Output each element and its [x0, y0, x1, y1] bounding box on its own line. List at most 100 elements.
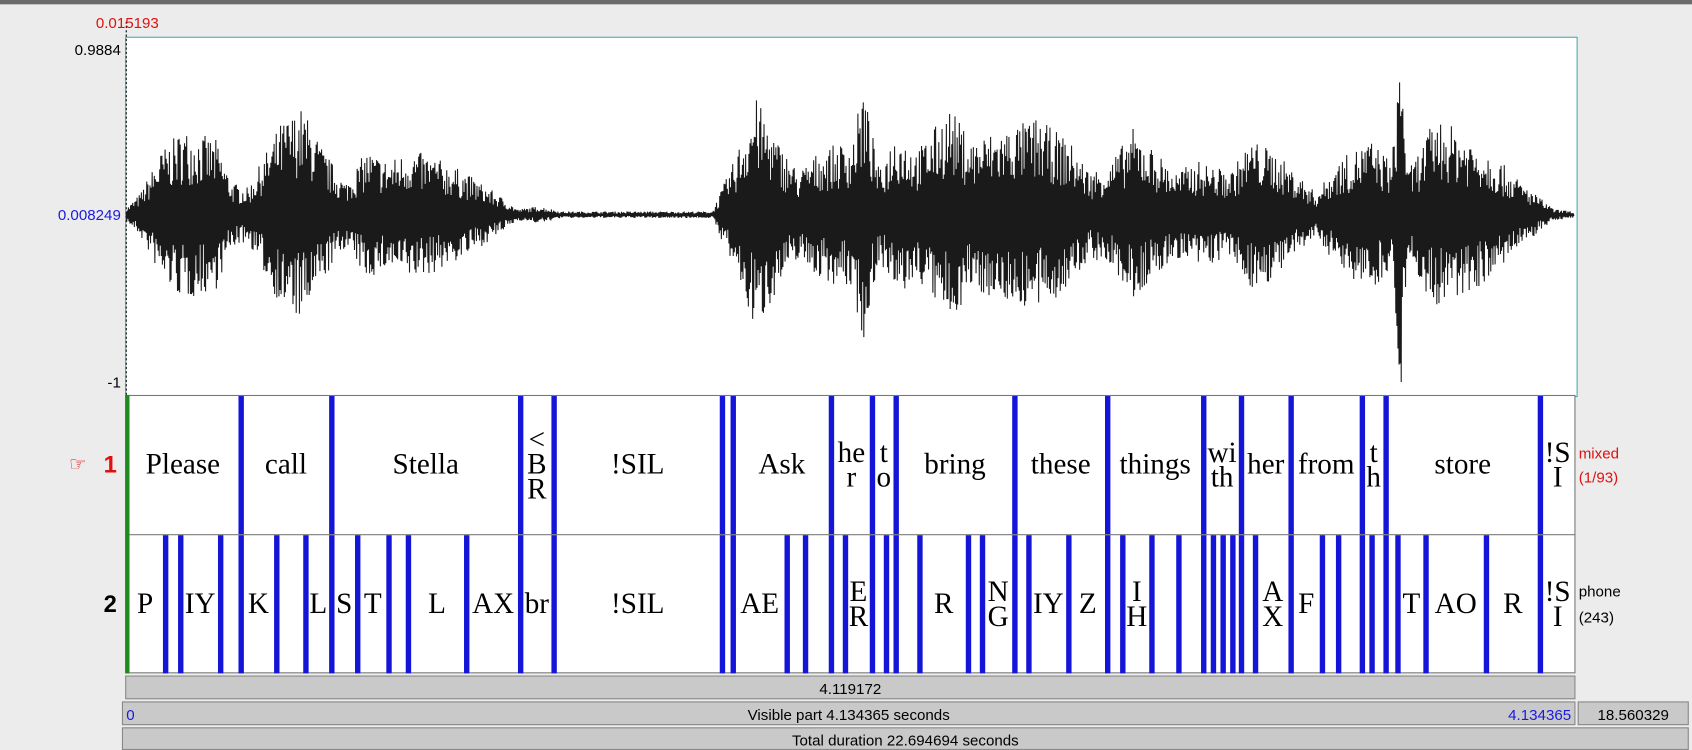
tier-number: 1: [103, 451, 117, 479]
visible-start: 0: [126, 705, 135, 723]
interval-label: !SIL: [611, 447, 665, 481]
interval-boundary: [1104, 396, 1111, 535]
interval-boundary: [217, 535, 224, 674]
interval-boundary: [405, 535, 412, 674]
interval-boundary: [329, 396, 335, 535]
selection-bar[interactable]: 4.119172: [125, 675, 1576, 700]
interval-label: to: [876, 435, 892, 493]
interval-label: <BR: [527, 423, 547, 506]
interval-label: NG: [987, 574, 1009, 632]
interval-boundary: [719, 535, 726, 674]
interval-boundary: [1423, 535, 1429, 674]
interval-boundary: [386, 535, 392, 674]
interval-boundary: [1210, 535, 1217, 674]
tier-name: phone: [1578, 582, 1621, 600]
y-max-label: 0.9884: [74, 41, 121, 59]
interval-boundary: [551, 396, 557, 535]
interval-boundary: [802, 535, 809, 674]
visible-part: Visible part 4.134365 seconds: [747, 705, 950, 723]
interval-boundary: [979, 535, 986, 674]
interval-boundary: [917, 535, 923, 674]
interval-label: store: [1434, 447, 1492, 481]
interval-label: !SIL: [611, 587, 665, 620]
interval-label: AX: [472, 587, 515, 620]
interval-boundary: [1238, 396, 1245, 535]
interval-boundary: [517, 396, 524, 535]
total-duration: Total duration 22.694694 seconds: [791, 731, 1019, 749]
total-bar[interactable]: Total duration 22.694694 seconds: [121, 727, 1689, 750]
selection-duration: 4.119172: [819, 679, 882, 698]
interval-boundary: [1252, 535, 1259, 674]
visible-end: 4.134365: [1508, 705, 1572, 723]
interval-boundary: [869, 535, 876, 674]
y-mid-label: 0.008249: [57, 206, 121, 224]
tier-count: (1/93): [1578, 468, 1619, 486]
interval-label: AO: [1434, 587, 1477, 620]
interval-boundary: [1012, 396, 1018, 535]
visible-bar[interactable]: 0 Visible part 4.134365 seconds 4.134365: [121, 701, 1576, 726]
interval-label: R: [1503, 587, 1523, 620]
tier-separator: [125, 534, 1576, 536]
interval-boundary: [355, 535, 361, 674]
interval-boundary: [1537, 535, 1544, 674]
interval-boundary: [1026, 535, 1032, 674]
interval-boundary: [1120, 535, 1126, 674]
interval-label: K: [247, 587, 269, 620]
right-bar[interactable]: 18.560329: [1577, 701, 1689, 726]
interval-boundary: [719, 396, 726, 535]
interval-boundary: [1012, 535, 1018, 674]
interval-label: these: [1030, 447, 1091, 481]
interval-label: IH: [1126, 574, 1148, 632]
interval-label: AE: [740, 587, 780, 620]
interval-label: her: [837, 435, 866, 493]
interval-boundary: [1359, 396, 1366, 535]
interval-boundary: [869, 396, 876, 535]
interval-boundary: [828, 535, 835, 674]
interval-boundary: [1359, 535, 1366, 674]
interval-boundary: [1395, 535, 1401, 674]
interval-boundary: [1383, 535, 1389, 674]
interval-boundary: [893, 535, 899, 674]
waveform-trace: [125, 82, 1575, 383]
interval-boundary: [730, 535, 736, 674]
tier-number: 2: [103, 590, 117, 618]
tier-name: mixed: [1578, 444, 1620, 462]
interval-boundary: [1238, 535, 1245, 674]
interval-boundary: [1537, 396, 1544, 535]
interval-label: L: [428, 587, 446, 620]
interval-label: th: [1366, 435, 1381, 493]
interval-label: IY: [1032, 587, 1064, 620]
interval-boundary: [303, 535, 309, 674]
start-boundary: [125, 394, 130, 674]
interval-boundary: [730, 396, 736, 535]
interval-boundary: [883, 535, 890, 674]
interval-boundary: [1335, 535, 1342, 674]
interval-label: !SI: [1544, 435, 1571, 493]
interval-boundary: [965, 535, 972, 674]
interval-boundary: [1288, 535, 1294, 674]
interval-boundary: [784, 535, 790, 674]
interval-label: IY: [184, 587, 216, 620]
interval-boundary: [238, 535, 244, 674]
interval-label: !SI: [1544, 574, 1571, 632]
interval-label: T: [363, 587, 382, 620]
interval-boundary: [842, 535, 849, 674]
interval-label: things: [1119, 447, 1191, 481]
interval-label: with: [1207, 435, 1237, 493]
interval-boundary: [1176, 535, 1182, 674]
interval-label: from: [1297, 447, 1355, 481]
interval-label: Stella: [392, 447, 459, 481]
interval-boundary: [1066, 535, 1072, 674]
interval-boundary: [1483, 535, 1490, 674]
interval-boundary: [1288, 396, 1294, 535]
interval-boundary: [1319, 535, 1326, 674]
interval-boundary: [1104, 535, 1111, 674]
interval-boundary: [1383, 396, 1389, 535]
interval-boundary: [1220, 535, 1226, 674]
interval-boundary: [178, 535, 184, 674]
interval-label: Z: [1078, 587, 1097, 620]
active-tier-icon: ☞: [69, 453, 87, 475]
interval-label: bring: [924, 447, 986, 481]
